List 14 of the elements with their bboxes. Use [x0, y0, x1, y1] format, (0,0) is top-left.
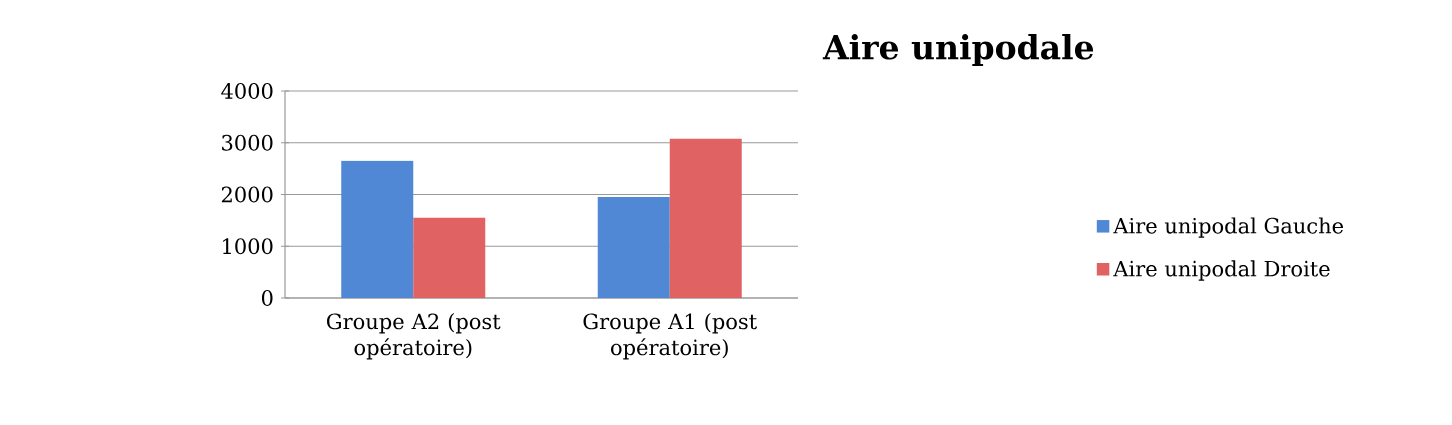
bar	[341, 160, 414, 298]
x-tick-label: Groupe A2 (post opératoire)	[327, 313, 501, 360]
y-tick-label: 2000	[221, 186, 273, 203]
text: Aire unipodale	[822, 34, 1094, 66]
legend-label: Aire unipodal Gauche	[1113, 217, 1344, 238]
bar	[413, 217, 486, 298]
legend-label: Aire unipodal Droite	[1113, 260, 1330, 281]
x-tick-label: Groupe A1 (post opératoire)	[583, 313, 757, 360]
y-tick-label: 0	[261, 290, 273, 306]
y-tick-label: 4000	[221, 83, 273, 99]
y-tick-label: 1000	[223, 238, 273, 255]
bar	[669, 138, 742, 298]
y-tick-label: 3000	[222, 134, 273, 151]
bar	[597, 197, 670, 298]
